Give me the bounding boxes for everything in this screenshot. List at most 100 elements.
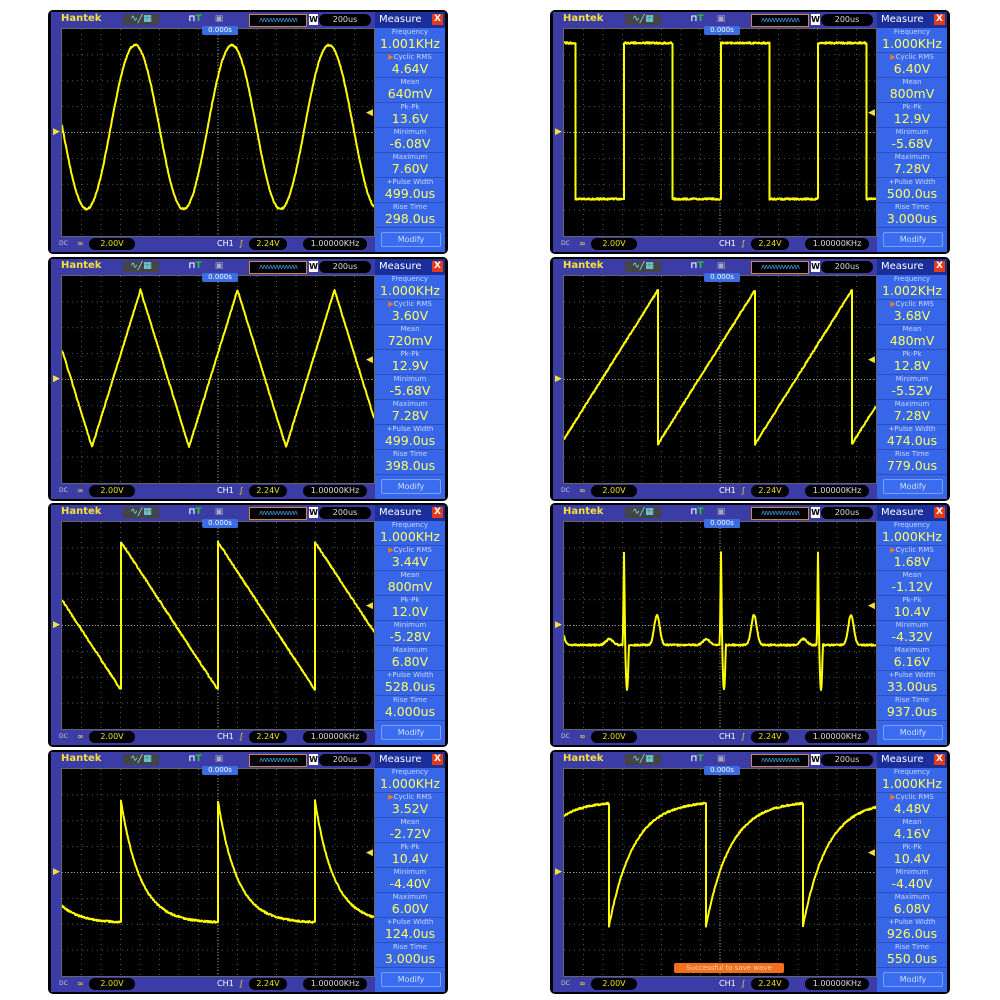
w-icon[interactable]: W — [811, 507, 820, 518]
measurement-item[interactable]: Pk-Pk 10.4V — [877, 596, 947, 621]
w-icon[interactable]: W — [811, 14, 820, 25]
measurement-item[interactable]: ▶Cyclic RMS 4.64V — [375, 53, 445, 78]
time-offset-marker[interactable]: 0.000s — [704, 273, 740, 282]
channel-marker-icon[interactable]: ▶ — [555, 375, 562, 384]
trigger-level[interactable]: 2.24V — [751, 485, 789, 497]
w-icon[interactable]: W — [309, 754, 318, 765]
trigger-type-icon[interactable]: ⊓T — [183, 261, 207, 272]
channel-marker-icon[interactable]: ▶ — [53, 375, 60, 384]
modify-button[interactable]: Modify — [883, 479, 943, 494]
trigger-level-marker-icon[interactable]: ◀ — [366, 602, 373, 611]
measurement-item[interactable]: ▶Cyclic RMS 3.60V — [375, 300, 445, 325]
trigger-type-icon[interactable]: ⊓T — [183, 754, 207, 765]
w-icon[interactable]: W — [309, 507, 318, 518]
coupling-dc-icon[interactable]: DC — [561, 978, 570, 990]
display-mode-icons[interactable]: ∿╱▦ — [123, 754, 159, 765]
measurement-item[interactable]: Mean -2.72V — [375, 818, 445, 843]
measurement-item[interactable]: ▶Cyclic RMS 3.68V — [877, 300, 947, 325]
measurement-item[interactable]: Rise Time 550.0us — [877, 943, 947, 968]
measurement-item[interactable]: Frequency 1.002KHz — [877, 275, 947, 300]
measurement-item[interactable]: ▶Cyclic RMS 6.40V — [877, 53, 947, 78]
measurement-item[interactable]: Maximum 6.08V — [877, 893, 947, 918]
trigger-type-icon[interactable]: ⊓T — [183, 14, 207, 25]
close-icon[interactable]: X — [934, 507, 945, 518]
measurement-item[interactable]: +Pulse Width 499.0us — [375, 425, 445, 450]
measurement-item[interactable]: Maximum 7.28V — [877, 400, 947, 425]
trigger-level-marker-icon[interactable]: ◀ — [868, 356, 875, 365]
channel-marker-icon[interactable]: ▶ — [53, 621, 60, 630]
measurement-item[interactable]: Minimum -5.68V — [375, 375, 445, 400]
measurement-item[interactable]: Maximum 6.80V — [375, 646, 445, 671]
close-icon[interactable]: X — [432, 754, 443, 765]
measurement-item[interactable]: Mean 4.16V — [877, 818, 947, 843]
measurement-item[interactable]: Minimum -6.08V — [375, 128, 445, 153]
trigger-level[interactable]: 2.24V — [751, 731, 789, 743]
coupling-dc-icon[interactable]: DC — [561, 485, 570, 497]
measurement-item[interactable]: Mean -1.12V — [877, 571, 947, 596]
measurement-item[interactable]: Maximum 7.60V — [375, 153, 445, 178]
trigger-type-icon[interactable]: ⊓T — [685, 14, 709, 25]
close-icon[interactable]: X — [934, 14, 945, 25]
measurement-item[interactable]: Rise Time 937.0us — [877, 696, 947, 721]
trigger-level-marker-icon[interactable]: ◀ — [868, 109, 875, 118]
measurement-item[interactable]: ▶Cyclic RMS 1.68V — [877, 546, 947, 571]
measurement-item[interactable]: +Pulse Width 926.0us — [877, 918, 947, 943]
display-mode-icons[interactable]: ∿╱▦ — [625, 754, 661, 765]
trigger-type-icon[interactable]: ⊓T — [685, 754, 709, 765]
trigger-level-marker-icon[interactable]: ◀ — [366, 109, 373, 118]
measurement-item[interactable]: Maximum 6.00V — [375, 893, 445, 918]
save-icon[interactable]: ▣ — [213, 754, 225, 765]
time-offset-marker[interactable]: 0.000s — [704, 26, 740, 35]
modify-button[interactable]: Modify — [883, 232, 943, 247]
trigger-level[interactable]: 2.24V — [249, 731, 287, 743]
measurement-item[interactable]: Minimum -4.40V — [375, 868, 445, 893]
volts-per-div[interactable]: 2.00V — [591, 731, 637, 743]
time-offset-marker[interactable]: 0.000s — [202, 766, 238, 775]
volts-per-div[interactable]: 2.00V — [89, 485, 135, 497]
volts-per-div[interactable]: 2.00V — [591, 978, 637, 990]
modify-button[interactable]: Modify — [381, 725, 441, 740]
modify-button[interactable]: Modify — [381, 479, 441, 494]
measurement-item[interactable]: +Pulse Width 528.0us — [375, 671, 445, 696]
measurement-item[interactable]: Pk-Pk 12.8V — [877, 350, 947, 375]
measurement-item[interactable]: Frequency 1.000KHz — [375, 521, 445, 546]
measurement-item[interactable]: Rise Time 3.000us — [877, 203, 947, 228]
measurement-item[interactable]: +Pulse Width 33.00us — [877, 671, 947, 696]
channel-marker-icon[interactable]: ▶ — [53, 868, 60, 877]
measurement-item[interactable]: Frequency 1.001KHz — [375, 28, 445, 53]
measurement-item[interactable]: Pk-Pk 12.0V — [375, 596, 445, 621]
trigger-type-icon[interactable]: ⊓T — [183, 507, 207, 518]
measurement-item[interactable]: Pk-Pk 12.9V — [877, 103, 947, 128]
w-icon[interactable]: W — [811, 754, 820, 765]
timebase-display[interactable]: 200us — [319, 14, 371, 26]
timebase-display[interactable]: 200us — [319, 261, 371, 273]
measurement-item[interactable]: Minimum -4.32V — [877, 621, 947, 646]
modify-button[interactable]: Modify — [883, 972, 943, 987]
time-offset-marker[interactable]: 0.000s — [704, 766, 740, 775]
measurement-item[interactable]: Maximum 7.28V — [877, 153, 947, 178]
measurement-item[interactable]: +Pulse Width 474.0us — [877, 425, 947, 450]
w-icon[interactable]: W — [309, 14, 318, 25]
w-icon[interactable]: W — [811, 261, 820, 272]
measurement-item[interactable]: Pk-Pk 13.6V — [375, 103, 445, 128]
channel-marker-icon[interactable]: ▶ — [555, 868, 562, 877]
save-icon[interactable]: ▣ — [715, 261, 727, 272]
timebase-display[interactable]: 200us — [821, 754, 873, 766]
timebase-display[interactable]: 200us — [821, 261, 873, 273]
w-icon[interactable]: W — [309, 261, 318, 272]
channel-marker-icon[interactable]: ▶ — [555, 621, 562, 630]
coupling-dc-icon[interactable]: DC — [561, 238, 570, 250]
display-mode-icons[interactable]: ∿╱▦ — [123, 507, 159, 518]
measurement-item[interactable]: +Pulse Width 500.0us — [877, 178, 947, 203]
trigger-level-marker-icon[interactable]: ◀ — [366, 356, 373, 365]
trigger-level-marker-icon[interactable]: ◀ — [366, 849, 373, 858]
measurement-item[interactable]: Minimum -5.68V — [877, 128, 947, 153]
measurement-item[interactable]: Frequency 1.000KHz — [375, 275, 445, 300]
display-mode-icons[interactable]: ∿╱▦ — [123, 14, 159, 25]
timebase-display[interactable]: 200us — [821, 14, 873, 26]
save-icon[interactable]: ▣ — [715, 507, 727, 518]
save-icon[interactable]: ▣ — [715, 754, 727, 765]
modify-button[interactable]: Modify — [381, 232, 441, 247]
coupling-dc-icon[interactable]: DC — [59, 978, 68, 990]
timebase-display[interactable]: 200us — [821, 507, 873, 519]
